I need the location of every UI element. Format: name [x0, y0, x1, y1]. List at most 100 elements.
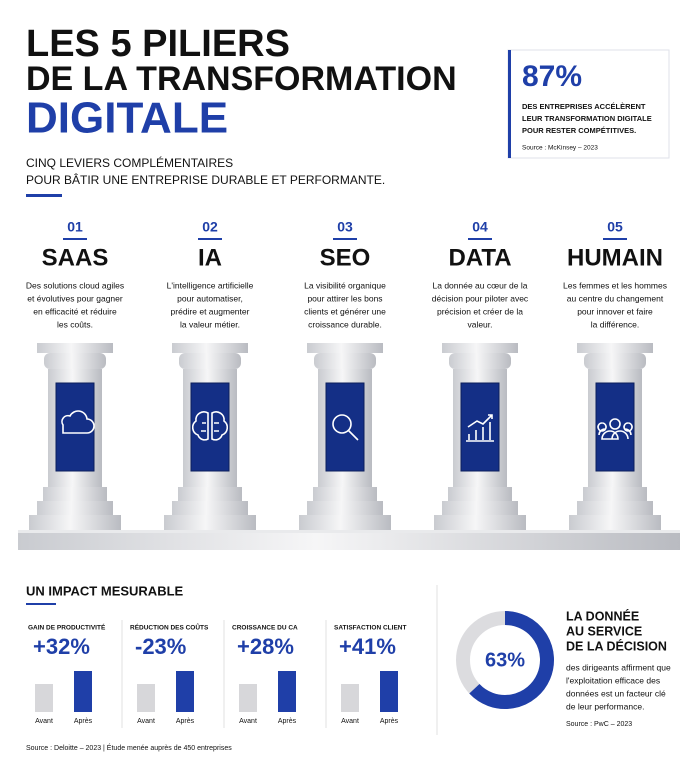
stat-text: LEUR TRANSFORMATION DIGITALE [522, 114, 652, 123]
pillar-desc: valeur. [467, 319, 492, 329]
title-line: DIGITALE [26, 94, 228, 143]
capital [449, 353, 511, 369]
base [434, 515, 526, 530]
metric-label: CROISSANCE DU CA [232, 625, 298, 632]
number-underline [468, 238, 492, 240]
pillar-desc: Des solutions cloud agiles [26, 280, 124, 290]
pillar-desc: pour attirer les bons [307, 293, 382, 303]
base [43, 487, 107, 501]
base [442, 501, 518, 515]
icon-panel [190, 382, 230, 472]
capital [307, 343, 383, 353]
decision-title: LA DONNÉE [566, 608, 639, 623]
base [583, 487, 647, 501]
capital [44, 353, 106, 369]
base [577, 501, 653, 515]
before-bar [35, 684, 53, 712]
pillar-desc: clients et générer une [304, 306, 386, 316]
metric-label: RÉDUCTION DES COÛTS [130, 623, 209, 632]
decision-title: AU SERVICE [566, 624, 642, 638]
decision-text: données est un facteur clé [566, 688, 666, 698]
base [178, 487, 242, 501]
base [313, 487, 377, 501]
pillar-desc: pour automatiser, [177, 293, 243, 303]
icon [332, 414, 359, 441]
number-underline [198, 238, 222, 240]
capital [577, 343, 653, 353]
capital [584, 353, 646, 369]
pillar-desc: au centre du changement [567, 293, 664, 303]
pillar-desc: la valeur métier. [180, 319, 240, 329]
decision-text: des dirigeants affirment que [566, 662, 671, 672]
pillar-desc: et évolutives pour gagner [27, 293, 123, 303]
before-label: Avant [341, 718, 359, 725]
stat-text: POUR RESTER COMPÉTITIVES. [522, 126, 636, 135]
icon [61, 410, 95, 434]
pillar-number: 05 [607, 219, 623, 235]
subtitle-line: POUR BÂTIR UNE ENTREPRISE DURABLE ET PER… [26, 172, 385, 187]
after-bar [176, 671, 194, 712]
donut-arc [469, 611, 554, 709]
pillar-desc: La donnée au cœur de la [433, 280, 528, 290]
pillar-number: 02 [202, 219, 218, 235]
base [172, 501, 248, 515]
impact-source: Source : Deloitte – 2023 | Étude menée a… [26, 743, 232, 752]
title-line: DE LA TRANSFORMATION [26, 60, 457, 98]
capital [172, 343, 248, 353]
pillar-desc: les coûts. [57, 319, 93, 329]
decision-title: DE LA DÉCISION [566, 638, 667, 653]
after-label: Après [380, 718, 399, 725]
metric-value: -23% [135, 634, 186, 659]
icon-panel [325, 382, 365, 472]
metrics: GAIN DE PRODUCTIVITÉ +32% Avant Après RÉDUCT… [28, 620, 406, 728]
pillar-number: 04 [472, 219, 488, 235]
base [569, 515, 661, 530]
before-bar [341, 684, 359, 712]
accent-line [26, 603, 56, 605]
pillar-name: IA [198, 244, 222, 271]
base [299, 515, 391, 530]
metric-label: SATISFACTION CLIENT [334, 625, 406, 632]
metric-value: +32% [33, 634, 90, 659]
after-bar [74, 671, 92, 712]
stat-value: 87% [522, 60, 582, 93]
before-bar [137, 684, 155, 712]
number-underline [333, 238, 357, 240]
capital [37, 343, 113, 353]
pillar-desc: Les femmes et les hommes [563, 280, 667, 290]
before-bar [239, 684, 257, 712]
pillar-desc: pour innover et faire [577, 306, 653, 316]
base [37, 501, 113, 515]
metric-label: GAIN DE PRODUCTIVITÉ [28, 623, 106, 632]
capital [179, 353, 241, 369]
stat-text: DES ENTREPRISES ACCÉLÈRENT [522, 102, 646, 111]
icon [191, 411, 229, 441]
platform [18, 530, 680, 550]
after-bar [380, 671, 398, 712]
pillars: 01 SAAS Des solutions cloud agiles et évolu… [26, 219, 667, 530]
number-underline [603, 238, 627, 240]
after-label: Après [278, 718, 297, 725]
pillar-number: 01 [67, 219, 83, 235]
platform-top [18, 530, 680, 533]
metric-value: +41% [339, 634, 396, 659]
pillar-name: HUMAIN [567, 244, 663, 271]
after-label: Après [176, 718, 195, 725]
capital [442, 343, 518, 353]
capital [314, 353, 376, 369]
after-bar [278, 671, 296, 712]
pillar-desc: décision pour piloter avec [432, 293, 529, 303]
impact-title: UN IMPACT MESURABLE [26, 583, 184, 598]
base [164, 515, 256, 530]
stat-source: Source : McKinsey – 2023 [522, 145, 598, 152]
pillar-desc: la différence. [591, 319, 640, 329]
base [448, 487, 512, 501]
pillar-number: 03 [337, 219, 353, 235]
pillar-name: SEO [320, 244, 371, 271]
pillar-desc: L'intelligence artificielle [167, 280, 254, 290]
donut-label: 63% [485, 649, 525, 671]
icon [466, 414, 494, 442]
decision-text: l'exploitation efficace des [566, 675, 660, 685]
after-label: Après [74, 718, 93, 725]
